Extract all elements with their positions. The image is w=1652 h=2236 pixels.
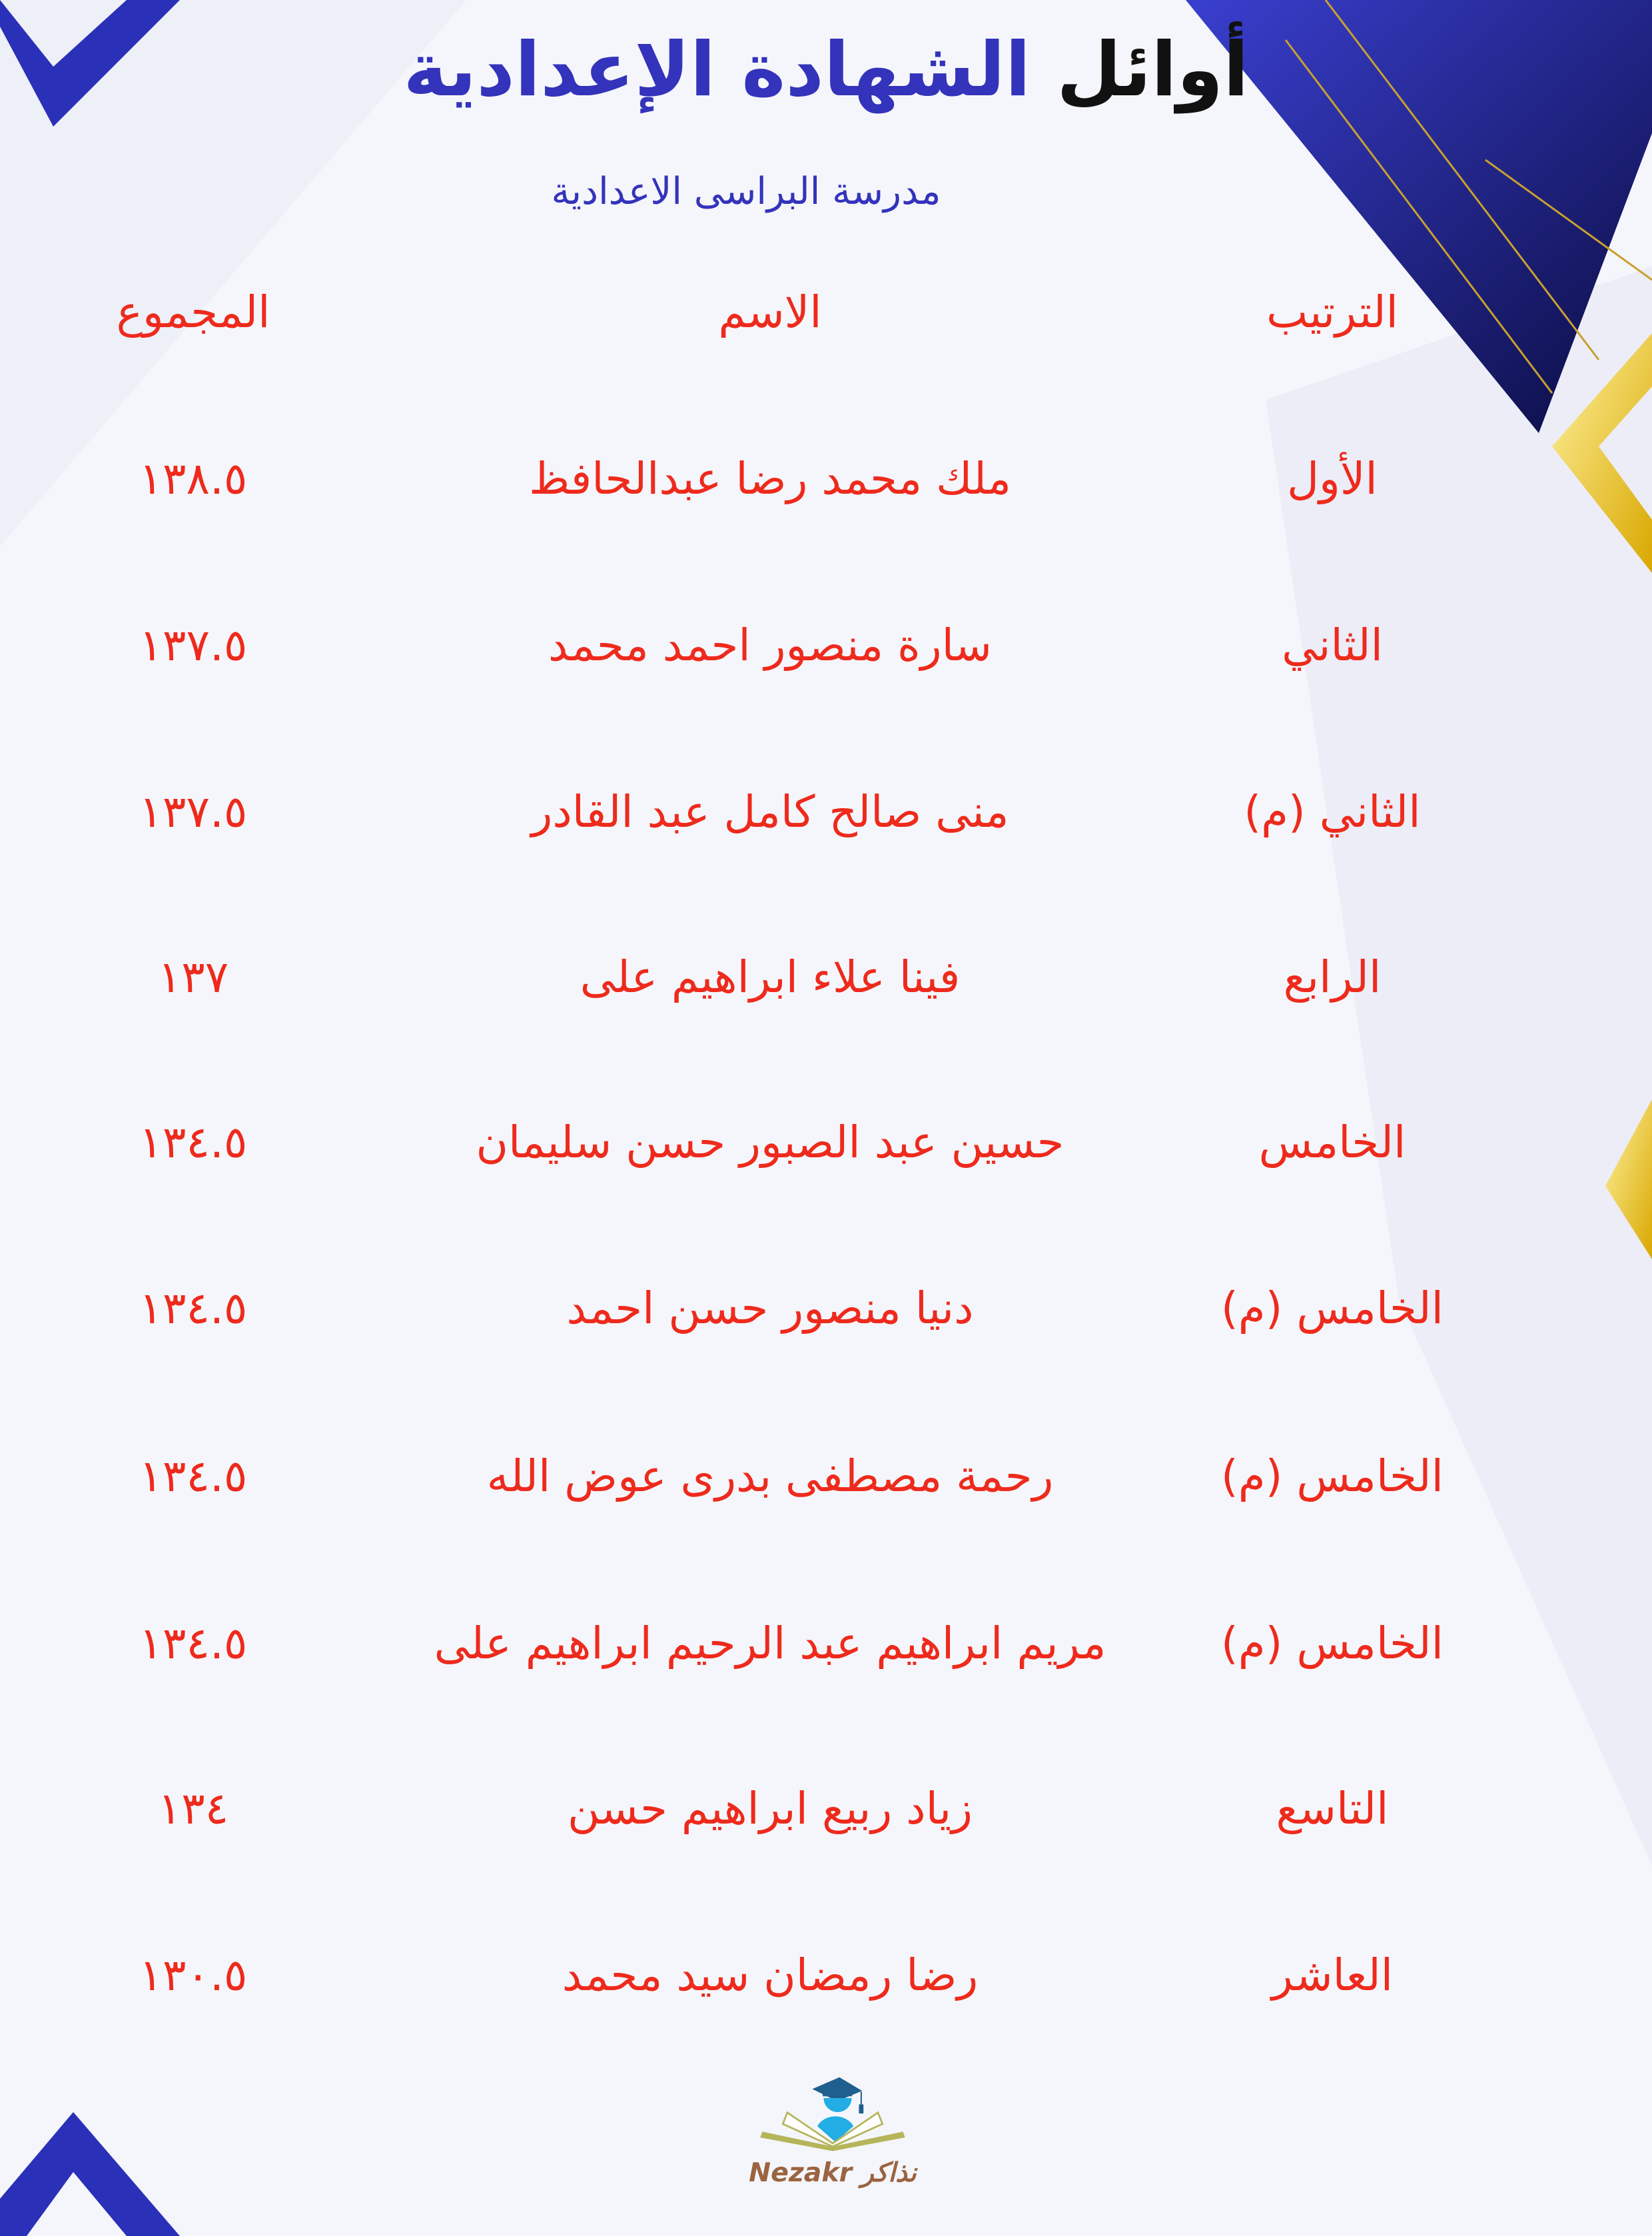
name-cell: فينا علاء ابراهيم على [580, 951, 961, 1003]
rank-cell: الخامس [1258, 1117, 1406, 1168]
table-row: الأول ملك محمد رضا عبدالحافظ ١٣٨.٥ [0, 453, 1652, 533]
rank-cell: الخامس (م) [1221, 1283, 1444, 1334]
nezakr-logo: Nezakr نذاكر [749, 2077, 918, 2189]
name-cell: رضا رمضان سيد محمد [562, 1950, 979, 2001]
name-cell: دنيا منصور حسن احمد [566, 1283, 974, 1334]
total-cell: ١٣٧.٥ [139, 786, 248, 838]
table-row: الخامس (م) رحمة مصطفى بدرى عوض الله ١٣٤.٥ [0, 1450, 1652, 1530]
column-header-rank: الترتيب [1266, 286, 1398, 338]
table-row: الرابع فينا علاء ابراهيم على ١٣٧ [0, 951, 1652, 1031]
rank-cell: العاشر [1271, 1950, 1394, 2001]
total-cell: ١٣٧ [157, 951, 229, 1003]
table-row: الثاني (م) منى صالح كامل عبد القادر ١٣٧.٥ [0, 786, 1652, 866]
total-cell: ١٣٧.٥ [139, 620, 248, 671]
table-header: الترتيب الاسم المجموع [0, 286, 1652, 366]
name-cell: مريم ابراهيم عبد الرحيم ابراهيم على [434, 1618, 1106, 1669]
rank-cell: الرابع [1283, 951, 1382, 1003]
rank-cell: الخامس (م) [1221, 1618, 1444, 1669]
page-title: أوائل الشهادة الإعدادية [0, 27, 1652, 113]
rank-cell: الثاني [1282, 620, 1383, 671]
school-name: مدرسة البراسى الاعدادية [551, 170, 941, 213]
name-cell: منى صالح كامل عبد القادر [531, 786, 1009, 838]
title-part2: الشهادة الإعدادية [403, 27, 1031, 113]
table-row: التاسع زياد ربيع ابراهيم حسن ١٣٤ [0, 1783, 1652, 1863]
total-cell: ١٣٤.٥ [139, 1117, 248, 1168]
name-cell: سارة منصور احمد محمد [548, 620, 992, 671]
column-header-name: الاسم [718, 286, 822, 338]
rank-cell: الخامس (م) [1221, 1450, 1444, 1502]
table-row: العاشر رضا رمضان سيد محمد ١٣٠.٥ [0, 1950, 1652, 2029]
table-row: الثاني سارة منصور احمد محمد ١٣٧.٥ [0, 620, 1652, 700]
name-cell: حسين عبد الصبور حسن سليمان [476, 1117, 1064, 1168]
total-cell: ١٣٨.٥ [139, 453, 248, 504]
total-cell: ١٣٤.٥ [139, 1618, 248, 1669]
total-cell: ١٣٠.٥ [139, 1950, 248, 2001]
column-header-total: المجموع [116, 286, 270, 338]
rank-cell: الأول [1287, 453, 1378, 504]
name-cell: زياد ربيع ابراهيم حسن [568, 1783, 973, 1834]
rank-cell: التاسع [1276, 1783, 1389, 1834]
svg-text:Nezakr نذاكر: Nezakr نذاكر [749, 2157, 918, 2189]
table-row: الخامس (م) مريم ابراهيم عبد الرحيم ابراهي… [0, 1618, 1652, 1698]
name-cell: رحمة مصطفى بدرى عوض الله [486, 1450, 1054, 1502]
rank-cell: الثاني (م) [1244, 786, 1421, 838]
name-cell: ملك محمد رضا عبدالحافظ [529, 453, 1011, 504]
total-cell: ١٣٤.٥ [139, 1450, 248, 1502]
title-part1: أوائل [1056, 27, 1249, 113]
table-row: الخامس (م) دنيا منصور حسن احمد ١٣٤.٥ [0, 1283, 1652, 1363]
total-cell: ١٣٤ [157, 1783, 229, 1834]
total-cell: ١٣٤.٥ [139, 1283, 248, 1334]
table-row: الخامس حسين عبد الصبور حسن سليمان ١٣٤.٥ [0, 1117, 1652, 1197]
